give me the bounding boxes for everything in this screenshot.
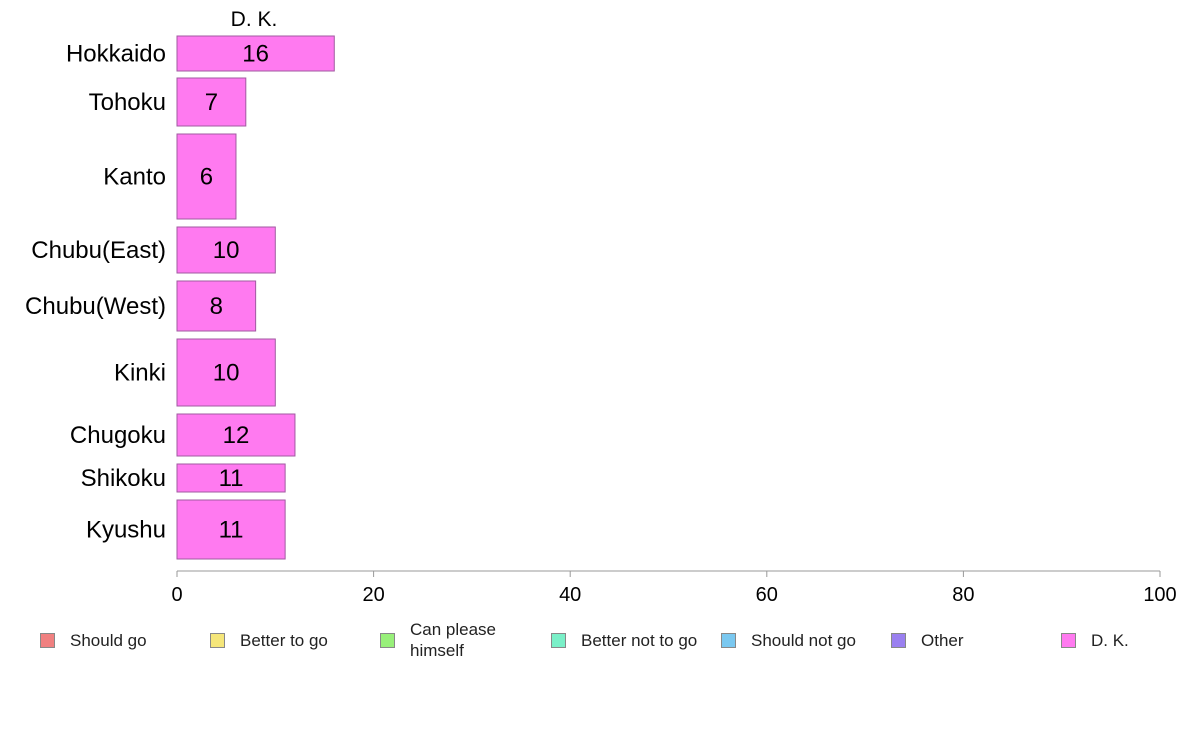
category-label: Chubu(West) xyxy=(25,293,166,320)
column-header: D. K. xyxy=(231,8,278,31)
legend-label: Better to go xyxy=(240,630,328,650)
bar-value-label: 11 xyxy=(219,517,244,544)
category-label: Kinki xyxy=(114,360,166,387)
bar xyxy=(176,77,247,127)
legend-item: Should not go xyxy=(721,618,856,662)
bar-value-label: 16 xyxy=(242,41,269,68)
legend-swatch xyxy=(380,632,395,648)
legend-swatch xyxy=(1061,632,1076,648)
legend: Should go Better to go Can please himself B… xyxy=(0,618,1188,668)
legend-item: Other xyxy=(891,618,964,662)
legend-item: Better to go xyxy=(210,618,328,662)
category-label: Kyushu xyxy=(86,517,166,544)
x-tick-label: 60 xyxy=(756,584,778,606)
bar-value-label: 7 xyxy=(205,89,218,116)
bar xyxy=(176,463,286,493)
legend-label: Should not go xyxy=(751,630,856,650)
bar xyxy=(176,35,335,72)
legend-label: Better not to go xyxy=(581,630,698,650)
bar xyxy=(176,413,296,457)
bar-value-label: 10 xyxy=(213,237,240,264)
legend-swatch xyxy=(891,632,906,648)
x-tick-label: 0 xyxy=(171,584,182,606)
bar xyxy=(176,133,237,220)
legend-item: D. K. xyxy=(1061,618,1129,662)
x-tick-label: 80 xyxy=(952,584,974,606)
category-label: Tohoku xyxy=(89,89,166,116)
bar-value-label: 11 xyxy=(219,465,244,492)
legend-label: Should go xyxy=(70,630,147,650)
x-tick-label: 20 xyxy=(362,584,384,606)
legend-item: Should go xyxy=(40,618,147,662)
bar xyxy=(176,499,286,560)
legend-swatch xyxy=(40,632,55,648)
bar-value-label: 6 xyxy=(200,164,213,191)
x-tick-label: 100 xyxy=(1143,584,1176,606)
bar-value-label: 8 xyxy=(210,293,223,320)
bar-value-label: 12 xyxy=(223,422,250,449)
category-label: Shikoku xyxy=(81,465,166,492)
category-label: Chugoku xyxy=(70,422,166,449)
bar xyxy=(176,280,257,332)
legend-swatch xyxy=(210,632,225,648)
legend-item: Better not to go xyxy=(551,618,697,662)
bar xyxy=(176,226,276,274)
bar-value-label: 10 xyxy=(213,360,240,387)
category-label: Kanto xyxy=(103,164,166,191)
legend-swatch xyxy=(721,632,736,648)
legend-label: D. K. xyxy=(1091,630,1129,650)
category-label: Chubu(East) xyxy=(31,237,166,264)
legend-item: Can please himself xyxy=(380,618,530,662)
legend-label: Other xyxy=(921,630,964,650)
x-tick-label: 40 xyxy=(559,584,581,606)
category-label: Hokkaido xyxy=(66,41,166,68)
legend-swatch xyxy=(551,632,566,648)
chart: D. K. Hokkaido 16 Tohoku 7 Kanto 6 Chubu(East) 1… xyxy=(25,8,1177,606)
legend-label: Can please himself xyxy=(410,620,497,660)
bar xyxy=(176,338,276,407)
